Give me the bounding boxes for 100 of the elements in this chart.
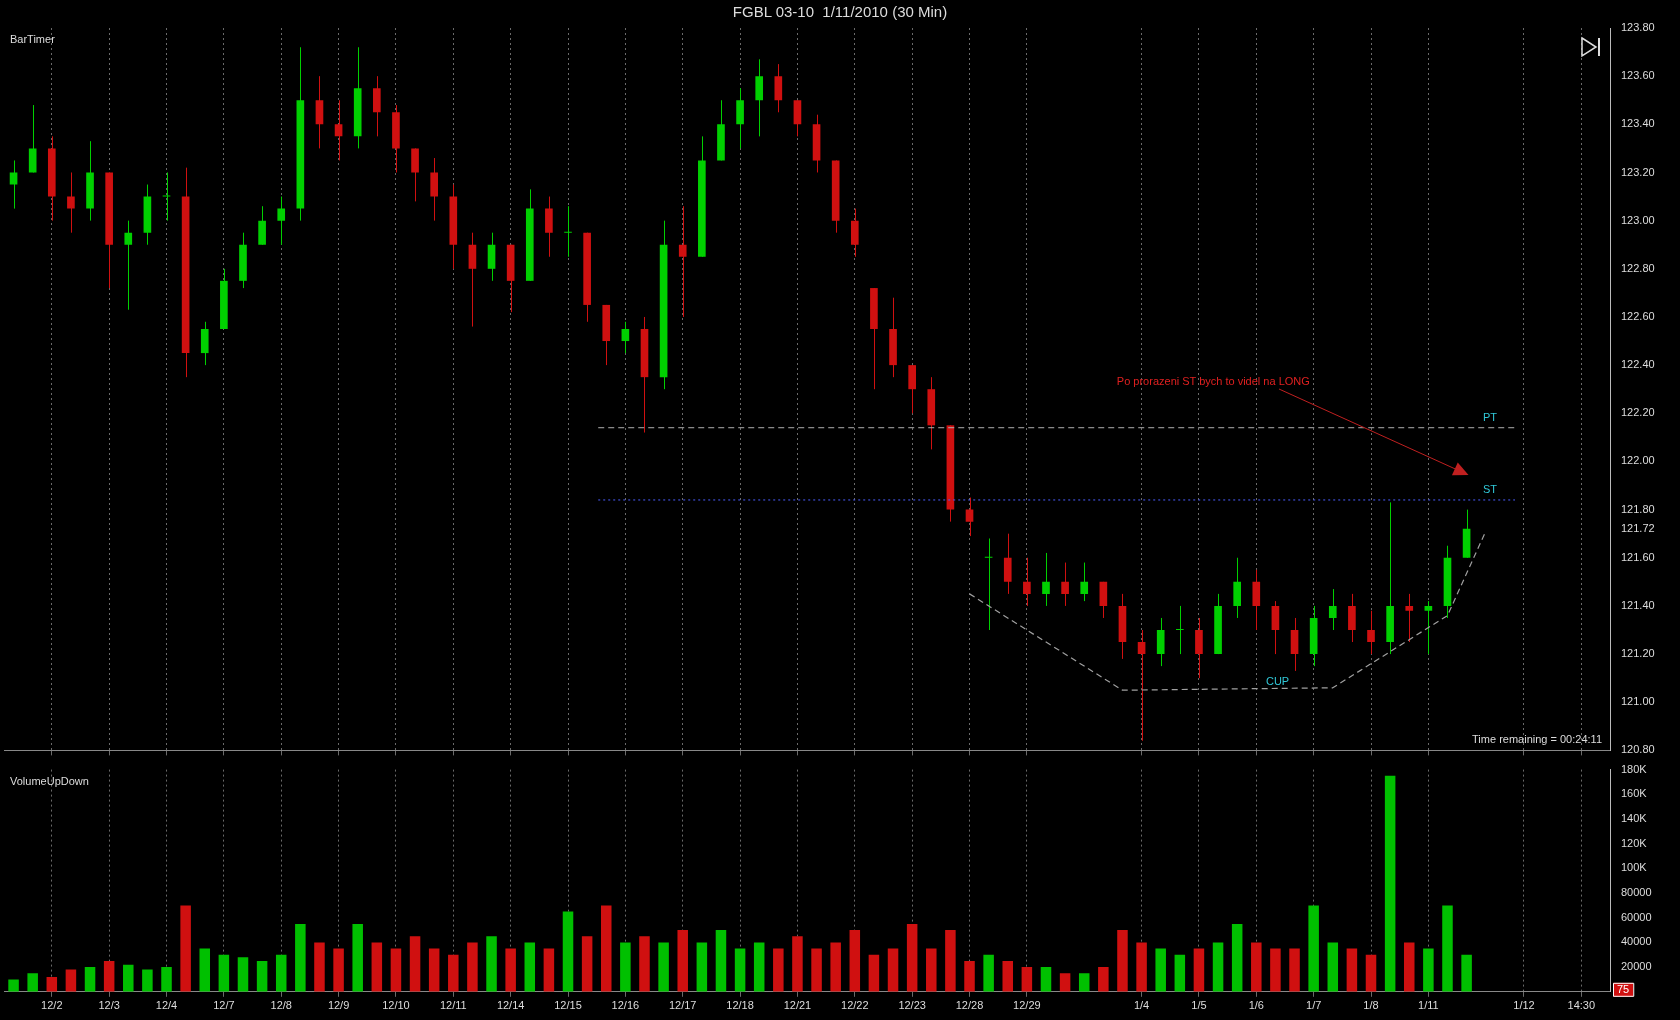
- bar: [1231, 923, 1243, 992]
- x-tick-label: 14:30: [1567, 999, 1596, 1012]
- bar: [1346, 948, 1358, 992]
- candlestick: [564, 205, 572, 258]
- bar: [295, 923, 306, 992]
- candlestick: [1080, 562, 1089, 602]
- bar: [218, 954, 230, 992]
- annotation: Time remaining = 00:24:11: [1472, 733, 1602, 746]
- candlestick: [9, 159, 18, 210]
- candlestick: [334, 99, 343, 161]
- annotation: VolumeUpDown: [10, 774, 89, 787]
- bar: [390, 948, 402, 992]
- y-tick-label: 122.00: [1621, 454, 1655, 467]
- y-tick-label: 120K: [1621, 836, 1648, 849]
- bar: [275, 954, 287, 992]
- x-tick-label: 12/22: [841, 999, 869, 1012]
- bar: [715, 930, 727, 992]
- bar: [868, 954, 880, 992]
- x-tick-label: 12/28: [955, 999, 984, 1012]
- ref-line-label: PT: [1482, 411, 1498, 424]
- candlestick: [678, 205, 687, 318]
- x-tick-label: 12/3: [98, 999, 120, 1012]
- candlestick: [1328, 588, 1337, 631]
- chart-title: FGBL 03-10 1/11/2010 (30 Min): [732, 3, 948, 21]
- y-tick-label: 122.60: [1621, 309, 1655, 322]
- y-tick-label: 100K: [1621, 861, 1648, 874]
- candlestick: [277, 196, 286, 246]
- x-tick-label: 1/6: [1248, 999, 1264, 1012]
- x-tick-label: 12/14: [496, 999, 525, 1012]
- x-tick-label: 12/16: [611, 999, 640, 1012]
- x-tick-label: 1/8: [1363, 999, 1379, 1012]
- bar: [658, 942, 669, 992]
- bar: [314, 942, 325, 992]
- y-tick-label: 122.20: [1621, 406, 1655, 419]
- x-tick-label: 1/12: [1513, 999, 1535, 1012]
- candlestick: [621, 321, 630, 354]
- candlestick: [1023, 557, 1031, 607]
- bar: [773, 948, 784, 992]
- x-tick-label: 12/29: [1013, 999, 1041, 1012]
- y-tick-label: 180K: [1621, 762, 1648, 775]
- bar: [696, 942, 708, 992]
- bar: [983, 954, 994, 992]
- y-tick-label: 123.60: [1621, 69, 1655, 82]
- bar: [161, 967, 172, 992]
- bar: [1442, 905, 1453, 992]
- x-tick-label: 12/7: [213, 999, 235, 1012]
- bar: [409, 936, 421, 992]
- bar: [792, 936, 803, 992]
- y-tick-label: 122.40: [1621, 358, 1655, 371]
- bar: [1423, 948, 1434, 992]
- candlestick: [1061, 562, 1069, 607]
- candlestick: [67, 171, 75, 234]
- bar: [1040, 967, 1052, 992]
- bar: [753, 942, 765, 992]
- x-tick-label: 12/2: [41, 999, 63, 1012]
- bar: [1251, 942, 1262, 992]
- y-tick-label: 121.00: [1621, 695, 1655, 708]
- candlestick: [1367, 610, 1375, 655]
- x-tick-label: 12/11: [439, 999, 467, 1012]
- bar: [65, 969, 77, 992]
- bar: [1002, 960, 1014, 992]
- text: 75: [1617, 982, 1630, 995]
- bar: [237, 957, 249, 992]
- candlestick: [1176, 605, 1184, 655]
- bar: [887, 948, 899, 992]
- bar: [352, 923, 363, 992]
- bar: [142, 969, 153, 992]
- bar: [811, 948, 822, 992]
- bar: [448, 954, 459, 992]
- bar: [620, 942, 631, 992]
- y-tick-label: 121.20: [1621, 647, 1655, 660]
- bar: [1098, 967, 1109, 992]
- x-tick-label: 12/23: [898, 999, 926, 1012]
- y-tick-label: 140K: [1621, 812, 1648, 825]
- bar: [199, 948, 211, 992]
- y-tick-label: 122.80: [1621, 261, 1655, 274]
- candlestick: [1137, 629, 1146, 742]
- x-tick-label: 1/5: [1191, 999, 1207, 1012]
- bar: [333, 948, 344, 992]
- x-tick-label: 12/10: [382, 999, 410, 1012]
- candlestick: [124, 220, 133, 311]
- bar: [1059, 973, 1071, 992]
- bar: [1193, 948, 1205, 992]
- y-tick-label: 123.20: [1621, 165, 1655, 178]
- bar: [1270, 948, 1281, 992]
- x-tick-label: 1/4: [1133, 999, 1150, 1012]
- bar: [486, 936, 497, 992]
- bar: [103, 960, 115, 992]
- y-tick-label: 123.80: [1621, 21, 1655, 34]
- bar: [8, 979, 19, 992]
- bar: [46, 976, 58, 992]
- bar: [677, 930, 688, 992]
- bar: [1021, 967, 1033, 992]
- bar: [524, 942, 536, 992]
- x-tick-label: 12/9: [327, 999, 350, 1012]
- bar: [123, 964, 134, 992]
- y-tick-label: 80000: [1621, 886, 1652, 899]
- bar: [505, 948, 516, 992]
- y-tick-label: 20000: [1621, 960, 1652, 973]
- bar: [1461, 954, 1472, 992]
